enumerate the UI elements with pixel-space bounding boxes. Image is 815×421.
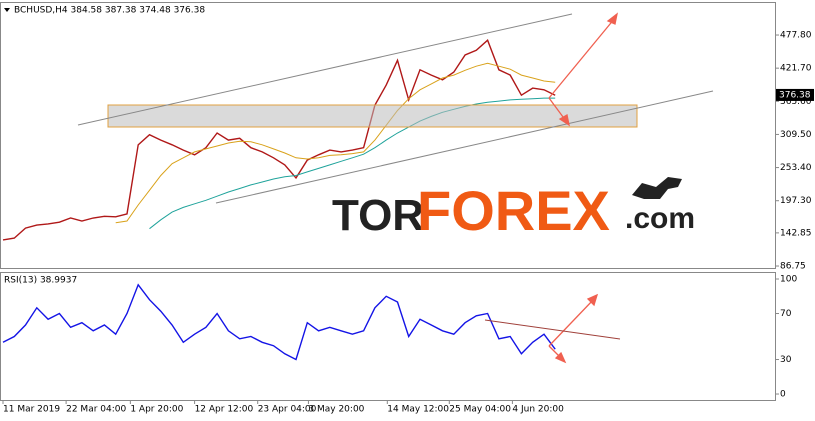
series-line xyxy=(2,283,556,361)
rsi-title: RSI(13) 38.9937 xyxy=(4,276,77,286)
x-tick-label: 11 Mar 2019 xyxy=(3,405,60,415)
rsi-trendline xyxy=(484,319,621,340)
watermark-bull xyxy=(632,177,682,199)
y-tick-label: 477.80 xyxy=(780,31,812,41)
price-title: BCHUSD,H4 384.58 387.38 374.48 376.38 xyxy=(14,6,205,16)
y-tick-label: 365.60 xyxy=(780,97,812,107)
y-tick-label: 30 xyxy=(780,355,792,365)
watermark-com: .com xyxy=(625,202,695,235)
marks xyxy=(2,39,556,361)
menu-arrow xyxy=(4,8,10,12)
y-tick-label: 70 xyxy=(780,309,792,319)
x-tick-label: 12 Apr 12:00 xyxy=(195,405,254,415)
price-frame xyxy=(0,2,776,269)
rsi-frame xyxy=(0,272,776,401)
current-price-box xyxy=(776,88,814,101)
channel-lower xyxy=(215,90,714,204)
y-tick-label: 100 xyxy=(780,275,797,285)
y-tick-label: 0 xyxy=(780,390,786,400)
x-tick-label: 23 Apr 04:00 xyxy=(258,405,317,415)
x-tick-label: 3 May 20:00 xyxy=(308,405,364,415)
y-tick-label: 197.30 xyxy=(780,196,812,206)
series-line xyxy=(115,62,556,224)
watermark-tor: TOR xyxy=(332,191,424,240)
series-line xyxy=(149,97,556,230)
y-tick-label: 253.40 xyxy=(780,163,812,173)
current-price-label: 376.38 xyxy=(779,90,811,100)
watermark-forex: FOREX xyxy=(417,179,610,242)
y-tick-label: 142.85 xyxy=(780,228,812,238)
y-tick-label: 86.75 xyxy=(780,262,806,272)
x-tick-label: 4 Jun 20:00 xyxy=(512,405,564,415)
support-zone xyxy=(107,104,638,128)
y-tick-label: 309.50 xyxy=(780,130,812,140)
series-line xyxy=(2,39,556,241)
x-tick-label: 1 Apr 20:00 xyxy=(130,405,183,415)
x-tick-label: 14 May 12:00 xyxy=(387,405,449,415)
forecast-arrows xyxy=(548,12,618,364)
channel-upper xyxy=(77,13,573,126)
y-tick-label: 421.70 xyxy=(780,64,812,74)
x-tick-label: 25 May 04:00 xyxy=(449,405,511,415)
x-tick-label: 22 Mar 04:00 xyxy=(66,405,126,415)
